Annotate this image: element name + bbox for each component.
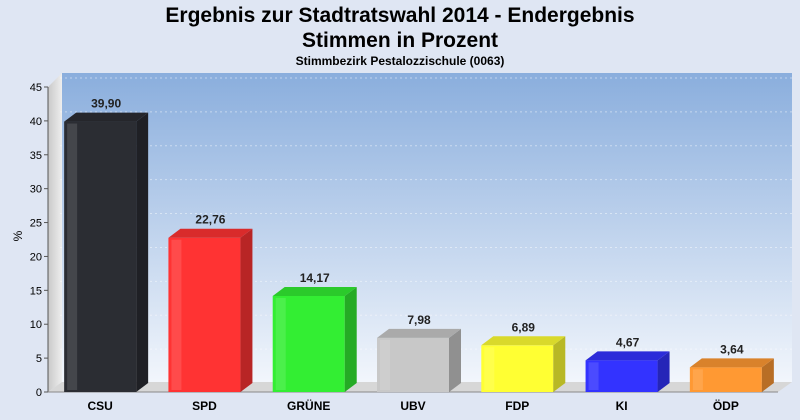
y-tick-label: 20 xyxy=(30,251,42,263)
bar-front xyxy=(689,367,762,392)
bar-highlight xyxy=(588,362,599,390)
bar-front xyxy=(64,121,137,393)
bar-front xyxy=(377,337,449,392)
bar-side xyxy=(657,351,670,392)
bar-top xyxy=(64,112,149,122)
data-label: 3,64 xyxy=(720,342,744,356)
bar-front xyxy=(168,237,241,392)
bar-highlight xyxy=(692,369,703,390)
bar-highlight xyxy=(171,239,182,390)
bar-top xyxy=(272,286,357,296)
bar-ki xyxy=(585,351,670,392)
bar-side xyxy=(344,286,357,392)
category-label: FDP xyxy=(505,399,529,413)
bar-grüne xyxy=(272,286,357,392)
y-tick-label: 45 xyxy=(30,82,42,94)
y-tick-label: 15 xyxy=(30,285,42,297)
category-label: ÖDP xyxy=(713,398,739,413)
data-label: 6,89 xyxy=(512,320,536,334)
bar-top xyxy=(585,351,670,361)
bars xyxy=(64,112,774,393)
bar-top xyxy=(689,358,774,368)
bar-highlight xyxy=(275,297,286,390)
bar-spd xyxy=(168,228,253,392)
category-label: SPD xyxy=(192,399,217,413)
y-tick-label: 0 xyxy=(36,387,42,399)
bar-top xyxy=(168,228,253,238)
category-labels: CSU SPD GRÜNE UBV FDP KI ÖDP xyxy=(87,398,738,413)
y-tick-label: 10 xyxy=(30,319,42,331)
bar-ubv xyxy=(377,328,461,392)
bar-front xyxy=(481,345,554,392)
bar-highlight xyxy=(380,339,390,390)
data-label: 39,90 xyxy=(91,97,121,111)
y-tick-label: 35 xyxy=(30,150,42,162)
data-label: 4,67 xyxy=(616,335,640,349)
bar-side xyxy=(449,328,461,392)
chart-title: Ergebnis zur Stadtratswahl 2014 - Enderg… xyxy=(165,4,634,27)
bar-front xyxy=(272,295,345,392)
data-labels: 39,90 22,76 14,17 7,98 6,89 4,67 3,64 xyxy=(91,97,744,357)
bar-highlight xyxy=(484,347,495,390)
bar-highlight xyxy=(67,123,78,391)
chart-subtitle: Stimmbezirk Pestalozzischule (0063) xyxy=(296,54,505,68)
category-label: GRÜNE xyxy=(287,398,330,413)
bar-ödp xyxy=(689,358,774,392)
bar-csu xyxy=(64,112,149,393)
y-tick-label: 40 xyxy=(30,116,42,128)
y-tick-label: 5 xyxy=(36,353,42,365)
bar-side xyxy=(761,358,774,392)
data-label: 22,76 xyxy=(195,213,225,227)
bar-side xyxy=(553,336,566,392)
category-label: KI xyxy=(616,399,628,413)
plot-side-wall xyxy=(48,73,62,392)
chart-title-line2: Stimmen in Prozent xyxy=(302,29,498,52)
category-label: UBV xyxy=(400,399,425,413)
data-label: 14,17 xyxy=(300,271,330,285)
bar-front xyxy=(585,360,658,392)
bar-side xyxy=(240,228,253,392)
bar-side xyxy=(136,112,149,393)
y-axis-label: % xyxy=(11,230,25,241)
bar-top xyxy=(481,336,566,346)
y-tick-labels: 0 5 10 15 20 25 30 35 40 45 xyxy=(30,82,48,399)
y-tick-label: 25 xyxy=(30,218,42,230)
category-label: CSU xyxy=(87,399,112,413)
data-label: 7,98 xyxy=(407,313,431,327)
y-tick-label: 30 xyxy=(30,184,42,196)
bar-fdp xyxy=(481,336,566,392)
bar-top xyxy=(377,328,461,338)
